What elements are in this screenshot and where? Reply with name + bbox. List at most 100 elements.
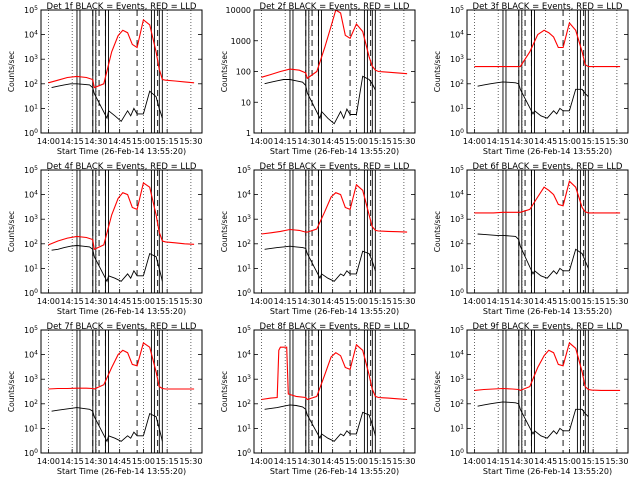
x-tick-label: 15:15 — [156, 457, 179, 466]
y-tick-label: 104 — [24, 30, 38, 40]
y-tick-label: 101 — [450, 263, 464, 273]
y-axis-label: Counts/sec — [220, 211, 229, 252]
x-tick-label: 14:30 — [297, 137, 320, 146]
y-tick-label: 102 — [24, 79, 38, 89]
y-tick-label: 105 — [24, 325, 38, 335]
x-tick-label: 14:00 — [37, 137, 60, 146]
panel-title: Det 3f BLACK = Events, RED = LLD — [473, 2, 623, 12]
series-lld-line — [474, 180, 621, 214]
x-tick-label: 15:15 — [369, 297, 392, 306]
x-tick-label: 14:15 — [61, 297, 84, 306]
panel-title: Det 7f BLACK = Events, RED = LLD — [47, 322, 197, 332]
y-tick-label: 102 — [237, 239, 251, 249]
y-tick-label: 105 — [24, 165, 38, 175]
x-tick-label: 15:00 — [132, 297, 155, 306]
y-axis-label: Counts/sec — [220, 371, 229, 412]
x-tick-label: 14:30 — [84, 297, 107, 306]
y-axis-label: Counts/sec — [433, 211, 442, 252]
x-tick-label: 15:15 — [582, 137, 605, 146]
series-events-line — [477, 233, 589, 279]
series-events-line — [264, 245, 376, 282]
y-tick-label: 102 — [24, 399, 38, 409]
x-tick-label: 15:15 — [369, 137, 392, 146]
x-tick-label: 14:00 — [250, 137, 273, 146]
series-events-line — [264, 404, 376, 442]
y-tick-label: 103 — [450, 214, 464, 224]
x-tick-label: 14:30 — [297, 457, 320, 466]
y-axis-label: Counts/sec — [7, 211, 16, 252]
y-tick-label: 105 — [237, 165, 251, 175]
y-tick-label: 104 — [450, 190, 464, 200]
panel-title: Det 4f BLACK = Events, RED = LLD — [47, 162, 197, 172]
x-tick-label: 15:00 — [558, 457, 581, 466]
plot-frame — [253, 329, 416, 454]
x-tick-label: 14:15 — [61, 457, 84, 466]
x-tick-label: 14:15 — [274, 297, 297, 306]
y-tick-label: 103 — [237, 214, 251, 224]
y-tick-label: 104 — [237, 190, 251, 200]
x-tick-label: 14:30 — [510, 457, 533, 466]
x-tick-label: 15:00 — [345, 137, 368, 146]
series-events-line — [51, 83, 163, 122]
plot-frame — [40, 169, 203, 294]
x-axis-label: Start Time (26-Feb-14 13:55:20) — [270, 467, 399, 476]
y-tick-label: 100 — [24, 448, 38, 458]
plot-frame — [40, 9, 203, 134]
panel-title: Det 9f BLACK = Events, RED = LLD — [473, 322, 623, 332]
y-tick-label: 102 — [24, 239, 38, 249]
y-tick-label: 10 — [241, 98, 251, 107]
x-tick-label: 15:00 — [558, 137, 581, 146]
y-tick-label: 105 — [450, 5, 464, 15]
series-lld-line — [261, 183, 408, 235]
y-tick-label: 103 — [24, 374, 38, 384]
plot-frame — [253, 9, 416, 134]
x-tick-label: 14:45 — [321, 297, 344, 306]
x-tick-label: 14:15 — [274, 137, 297, 146]
x-tick-label: 14:00 — [463, 297, 486, 306]
x-tick-label: 14:00 — [250, 297, 273, 306]
y-tick-label: 103 — [450, 54, 464, 64]
panel-title: Det 8f BLACK = Events, RED = LLD — [260, 322, 410, 332]
x-tick-label: 14:15 — [487, 297, 510, 306]
x-tick-label: 14:30 — [84, 457, 107, 466]
x-tick-label: 15:30 — [605, 137, 628, 146]
x-tick-label: 14:45 — [321, 137, 344, 146]
plot-frame — [253, 169, 416, 294]
y-axis-label: Counts/sec — [433, 371, 442, 412]
x-tick-label: 15:30 — [605, 297, 628, 306]
x-tick-label: 15:00 — [558, 297, 581, 306]
x-tick-label: 15:15 — [369, 457, 392, 466]
x-tick-label: 15:00 — [345, 457, 368, 466]
plot-frame — [466, 329, 629, 454]
x-tick-label: 14:15 — [61, 137, 84, 146]
detector-panel-2: 1 10 100 1000 10000 14:00 14:15 14:30 14:45 15:00… — [220, 2, 416, 156]
x-axis-label: Start Time (26-Feb-14 13:55:20) — [57, 467, 186, 476]
x-tick-label: 15:15 — [156, 137, 179, 146]
y-tick-label: 101 — [24, 263, 38, 273]
y-tick-label: 100 — [237, 288, 251, 298]
y-tick-label: 100 — [24, 128, 38, 138]
series-lld-line — [261, 10, 408, 80]
series-events-line — [477, 81, 589, 119]
x-tick-label: 14:00 — [463, 457, 486, 466]
x-tick-label: 14:00 — [250, 457, 273, 466]
y-tick-label: 104 — [237, 350, 251, 360]
x-tick-label: 14:30 — [297, 297, 320, 306]
y-tick-label: 105 — [450, 325, 464, 335]
y-tick-label: 101 — [237, 263, 251, 273]
x-tick-label: 14:30 — [84, 137, 107, 146]
x-tick-label: 15:00 — [345, 297, 368, 306]
x-tick-label: 15:00 — [132, 137, 155, 146]
y-axis-label: Counts/sec — [7, 371, 16, 412]
series-events-line — [264, 75, 376, 125]
y-tick-label: 101 — [237, 423, 251, 433]
plot-frame — [40, 329, 203, 454]
x-tick-label: 14:45 — [534, 297, 557, 306]
series-events-line — [51, 407, 163, 443]
